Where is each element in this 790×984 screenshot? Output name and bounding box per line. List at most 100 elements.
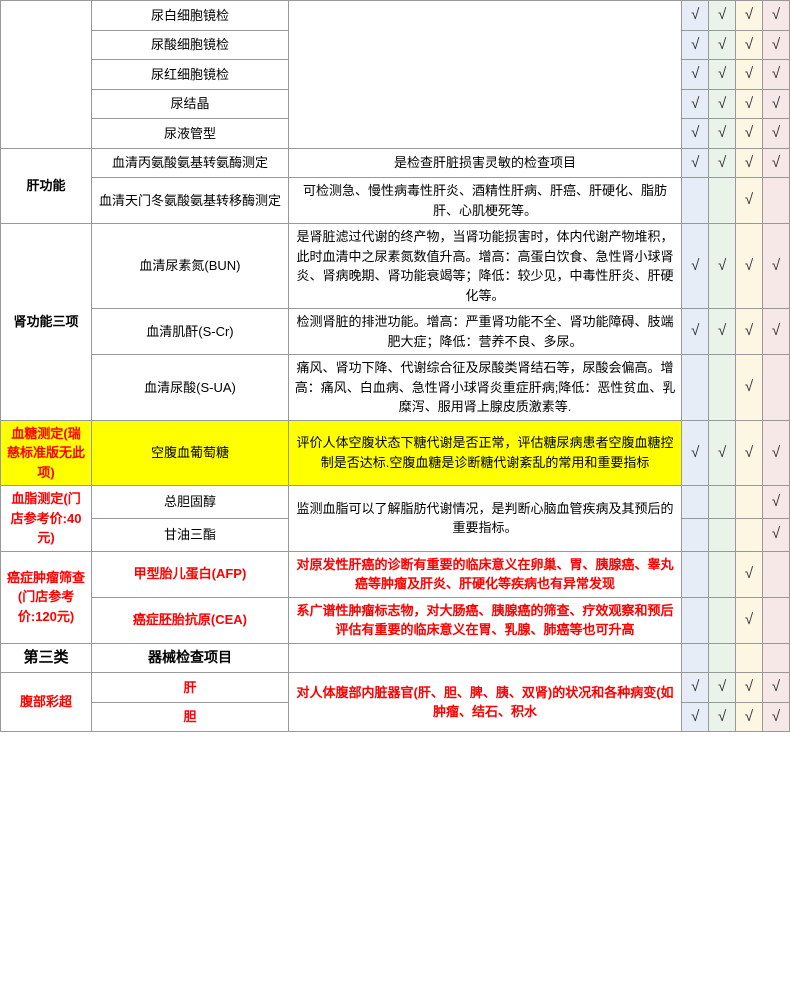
chk <box>709 355 736 421</box>
chk: √ <box>682 224 709 309</box>
cat-ultrasound: 腹部彩超 <box>1 673 92 732</box>
chk: √ <box>736 119 763 149</box>
urine-item: 尿白细胞镜检 <box>92 1 289 31</box>
chk: √ <box>736 420 763 486</box>
chk: √ <box>763 1 790 31</box>
chk: √ <box>763 60 790 90</box>
urine-item: 尿酸细胞镜检 <box>92 30 289 60</box>
kidney-desc: 检测肾脏的排泄功能。增高：严重肾功能不全、肾功能障碍、肢端肥大症；降低：营养不良… <box>288 309 681 355</box>
chk: √ <box>709 60 736 90</box>
chk: √ <box>736 673 763 703</box>
chk <box>709 597 736 643</box>
cancer-item: 甲型胎儿蛋白(AFP) <box>92 551 289 597</box>
chk: √ <box>709 148 736 178</box>
glucose-desc: 评价人体空腹状态下糖代谢是否正常，评估糖尿病患者空腹血糖控制是否达标.空腹血糖是… <box>288 420 681 486</box>
chk: √ <box>736 309 763 355</box>
chk <box>736 486 763 519</box>
cancer-desc: 系广谱性肿瘤标志物，对大肠癌、胰腺癌的筛查、疗效观察和预后评估有重要的临床意义在… <box>288 597 681 643</box>
chk <box>763 355 790 421</box>
chk: √ <box>736 355 763 421</box>
chk: √ <box>763 420 790 486</box>
chk: √ <box>763 224 790 309</box>
chk: √ <box>736 597 763 643</box>
chk <box>709 551 736 597</box>
chk: √ <box>763 518 790 551</box>
chk: √ <box>682 309 709 355</box>
chk <box>736 518 763 551</box>
liver-desc: 可检测急、慢性病毒性肝炎、酒精性肝病、肝癌、肝硬化、脂肪肝、心肌梗死等。 <box>288 178 681 224</box>
chk <box>682 355 709 421</box>
ultra-desc: 对人体腹部内脏器官(肝、胆、脾、胰、双肾)的状况和各种病变(如肿瘤、结石、积水 <box>288 673 681 732</box>
chk: √ <box>763 309 790 355</box>
chk: √ <box>682 148 709 178</box>
urine-item: 尿结晶 <box>92 89 289 119</box>
chk: √ <box>709 30 736 60</box>
chk: √ <box>709 119 736 149</box>
chk: √ <box>709 89 736 119</box>
chk: √ <box>736 224 763 309</box>
chk: √ <box>763 702 790 732</box>
medical-checkup-table: 尿白细胞镜检 √ √ √ √ 尿酸细胞镜检 √ √ √ √ 尿红细胞镜检 √ √… <box>0 0 790 732</box>
urine-item: 尿液管型 <box>92 119 289 149</box>
urine-desc <box>288 1 681 149</box>
section3-cat: 第三类 <box>1 643 92 673</box>
liver-item: 血清天门冬氨酸氨基转移酶测定 <box>92 178 289 224</box>
ultra-item: 肝 <box>92 673 289 703</box>
chk <box>736 643 763 673</box>
chk: √ <box>682 702 709 732</box>
chk: √ <box>736 60 763 90</box>
cat-cancer: 癌症肿瘤筛查(门店参考价:120元) <box>1 551 92 643</box>
chk: √ <box>736 551 763 597</box>
chk: √ <box>709 420 736 486</box>
cat-glucose: 血糖测定(瑞慈标准版无此项) <box>1 420 92 486</box>
section3-head: 器械检查项目 <box>92 643 289 673</box>
chk: √ <box>736 89 763 119</box>
cancer-item: 癌症胚胎抗原(CEA) <box>92 597 289 643</box>
kidney-item: 血清肌酐(S-Cr) <box>92 309 289 355</box>
kidney-desc: 是肾脏滤过代谢的终产物，当肾功能损害时，体内代谢产物堆积，此时血清中之尿素氮数值… <box>288 224 681 309</box>
lipid-item: 甘油三酯 <box>92 518 289 551</box>
cat-lipid: 血脂测定(门店参考价:40元) <box>1 486 92 552</box>
chk <box>709 486 736 519</box>
chk: √ <box>709 673 736 703</box>
lipid-desc: 监测血脂可以了解脂肪代谢情况，是判断心脑血管疾病及其预后的重要指标。 <box>288 486 681 552</box>
chk: √ <box>682 30 709 60</box>
chk <box>709 178 736 224</box>
chk <box>682 518 709 551</box>
chk: √ <box>709 702 736 732</box>
chk <box>709 643 736 673</box>
chk: √ <box>763 148 790 178</box>
chk <box>763 178 790 224</box>
chk: √ <box>682 89 709 119</box>
kidney-item: 血清尿素氮(BUN) <box>92 224 289 309</box>
ultra-item: 胆 <box>92 702 289 732</box>
chk: √ <box>682 60 709 90</box>
kidney-item: 血清尿酸(S-UA) <box>92 355 289 421</box>
chk: √ <box>736 148 763 178</box>
cat-kidney: 肾功能三项 <box>1 224 92 421</box>
chk: √ <box>682 119 709 149</box>
chk: √ <box>736 702 763 732</box>
cat-liver: 肝功能 <box>1 148 92 224</box>
chk: √ <box>736 178 763 224</box>
chk: √ <box>709 1 736 31</box>
chk: √ <box>763 30 790 60</box>
kidney-desc: 痛风、肾功下降、代谢综合征及尿酸类肾结石等，尿酸会偏高。增高：痛风、白血病、急性… <box>288 355 681 421</box>
glucose-item: 空腹血葡萄糖 <box>92 420 289 486</box>
chk: √ <box>709 309 736 355</box>
chk <box>682 486 709 519</box>
chk: √ <box>763 119 790 149</box>
chk <box>682 643 709 673</box>
chk: √ <box>736 30 763 60</box>
lipid-item: 总胆固醇 <box>92 486 289 519</box>
chk <box>763 643 790 673</box>
cancer-desc: 对原发性肝癌的诊断有重要的临床意义在卵巢、胃、胰腺癌、睾丸癌等肿瘤及肝炎、肝硬化… <box>288 551 681 597</box>
chk: √ <box>682 420 709 486</box>
chk: √ <box>709 224 736 309</box>
chk <box>682 597 709 643</box>
chk: √ <box>763 486 790 519</box>
chk <box>763 597 790 643</box>
liver-item: 血清丙氨酸氨基转氨酶测定 <box>92 148 289 178</box>
chk: √ <box>736 1 763 31</box>
cat-urine <box>1 1 92 149</box>
